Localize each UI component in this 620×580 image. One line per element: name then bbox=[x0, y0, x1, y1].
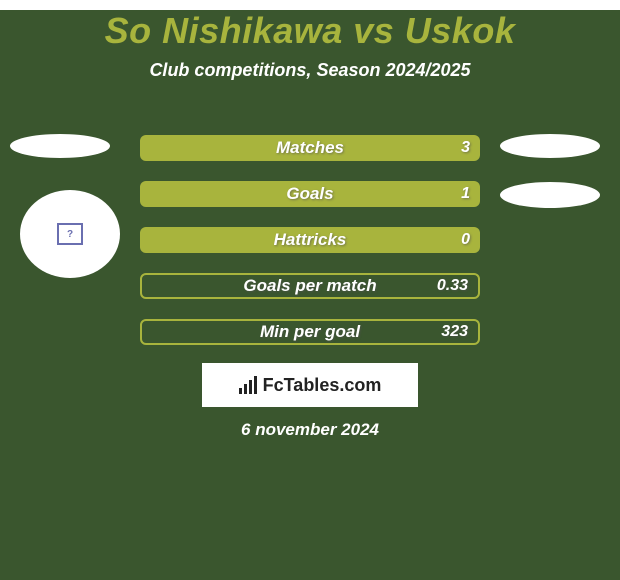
stat-value: 0.33 bbox=[437, 277, 468, 295]
right-avatar-group bbox=[500, 134, 600, 232]
placeholder-icon: ? bbox=[57, 223, 83, 245]
stats-panel: Matches 3 Goals 1 Hattricks 0 Goals per … bbox=[140, 135, 480, 365]
stat-value: 323 bbox=[441, 323, 468, 341]
left-avatar-group bbox=[10, 134, 110, 182]
player-avatar-left: ? bbox=[20, 190, 120, 278]
stat-row-hattricks: Hattricks 0 bbox=[140, 227, 480, 253]
stat-label: Goals bbox=[286, 184, 333, 204]
stat-label: Min per goal bbox=[260, 322, 360, 342]
bars-icon bbox=[239, 376, 257, 394]
stat-label: Goals per match bbox=[243, 276, 376, 296]
player-ellipse-left bbox=[10, 134, 110, 158]
date-text: 6 november 2024 bbox=[0, 420, 620, 440]
logo-text: FcTables.com bbox=[239, 375, 382, 396]
subtitle: Club competitions, Season 2024/2025 bbox=[0, 60, 620, 81]
page-title: So Nishikawa vs Uskok bbox=[0, 10, 620, 52]
stat-row-goals: Goals 1 bbox=[140, 181, 480, 207]
logo-badge: FcTables.com bbox=[202, 363, 418, 407]
stat-row-goals-per-match: Goals per match 0.33 bbox=[140, 273, 480, 299]
stat-value: 0 bbox=[461, 231, 470, 249]
stat-value: 1 bbox=[461, 185, 470, 203]
stat-row-min-per-goal: Min per goal 323 bbox=[140, 319, 480, 345]
stat-value: 3 bbox=[461, 139, 470, 157]
player-ellipse-right-2 bbox=[500, 182, 600, 208]
player-ellipse-right-1 bbox=[500, 134, 600, 158]
logo-label: FcTables.com bbox=[263, 375, 382, 396]
stat-label: Matches bbox=[276, 138, 344, 158]
stat-row-matches: Matches 3 bbox=[140, 135, 480, 161]
stat-label: Hattricks bbox=[274, 230, 347, 250]
